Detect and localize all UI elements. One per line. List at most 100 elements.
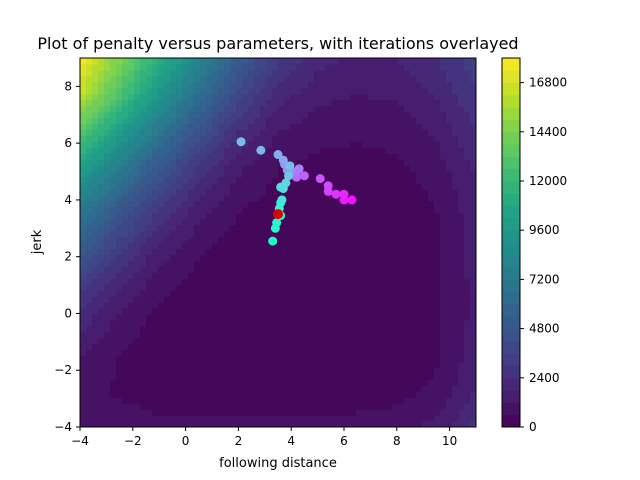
contour-cell	[170, 367, 177, 375]
contour-cell	[398, 302, 405, 309]
contour-cell	[410, 224, 417, 232]
contour-cell	[470, 135, 476, 142]
contour-cell	[380, 415, 387, 422]
contour-cell	[200, 81, 207, 89]
contour-cell	[164, 159, 171, 166]
contour-cell	[260, 230, 267, 238]
contour-cell	[86, 87, 93, 95]
contour-cell	[464, 349, 471, 357]
contour-cell	[422, 403, 429, 410]
contour-cell	[338, 177, 345, 184]
contour-cell	[326, 254, 333, 261]
contour-cell	[290, 403, 297, 410]
contour-cell	[302, 105, 309, 113]
contour-cell	[86, 188, 93, 196]
contour-cell	[404, 93, 411, 101]
contour-cell	[362, 171, 369, 178]
contour-cell	[80, 63, 87, 71]
contour-cell	[320, 111, 327, 119]
contour-cell	[422, 415, 429, 422]
contour-cell	[194, 409, 201, 416]
contour-cell	[386, 379, 393, 386]
contour-cell	[344, 69, 351, 77]
contour-cell	[446, 337, 453, 345]
contour-cell	[236, 331, 243, 339]
contour-cell	[236, 337, 243, 345]
contour-cell	[272, 75, 279, 83]
contour-cell	[464, 111, 471, 119]
contour-cell	[98, 177, 105, 184]
contour-cell	[212, 266, 219, 273]
contour-cell	[92, 373, 99, 380]
contour-cell	[224, 224, 231, 232]
contour-cell	[302, 93, 309, 101]
contour-cell	[392, 284, 399, 291]
contour-cell	[416, 361, 423, 369]
contour-cell	[350, 165, 357, 172]
contour-cell	[176, 159, 183, 166]
contour-cell	[410, 242, 417, 250]
contour-cell	[446, 236, 453, 244]
contour-cell	[434, 58, 441, 65]
contour-cell	[104, 337, 111, 345]
contour-cell	[386, 331, 393, 339]
contour-cell	[290, 200, 297, 208]
contour-cell	[296, 260, 303, 267]
contour-cell	[332, 123, 339, 131]
contour-cell	[170, 319, 177, 327]
contour-cell	[212, 153, 219, 160]
contour-cell	[230, 224, 237, 232]
contour-cell	[344, 159, 351, 166]
contour-cell	[122, 182, 129, 190]
contour-cell	[224, 319, 231, 327]
contour-cell	[290, 284, 297, 291]
contour-cell	[98, 129, 105, 136]
contour-cell	[344, 147, 351, 154]
contour-cell	[152, 129, 159, 136]
contour-cell	[416, 379, 423, 386]
contour-cell	[398, 361, 405, 369]
contour-cell	[386, 129, 393, 136]
contour-cell	[416, 302, 423, 309]
contour-cell	[296, 379, 303, 386]
contour-cell	[248, 367, 255, 375]
contour-cell	[206, 260, 213, 267]
contour-cell	[404, 373, 411, 380]
contour-cell	[392, 379, 399, 386]
contour-cell	[410, 206, 417, 214]
contour-cell	[128, 69, 135, 77]
contour-cell	[290, 87, 297, 95]
contour-cell	[272, 182, 279, 190]
contour-cell	[464, 141, 471, 148]
contour-cell	[374, 343, 381, 351]
contour-cell	[356, 355, 363, 363]
contour-cell	[248, 260, 255, 267]
contour-cell	[92, 260, 99, 267]
contour-cell	[434, 171, 441, 178]
contour-cell	[194, 111, 201, 119]
contour-cell	[236, 415, 243, 422]
contour-cell	[188, 218, 195, 226]
contour-cell	[272, 313, 279, 321]
contour-cell	[248, 99, 255, 107]
contour-cell	[200, 182, 207, 190]
contour-cell	[410, 99, 417, 107]
contour-cell	[110, 230, 117, 238]
contour-cell	[212, 200, 219, 208]
contour-cell	[434, 379, 441, 386]
contour-cell	[134, 69, 141, 77]
contour-cell	[296, 117, 303, 125]
contour-cell	[146, 254, 153, 261]
contour-cell	[416, 200, 423, 208]
contour-cell	[368, 75, 375, 83]
contour-cell	[200, 403, 207, 410]
contour-cell	[182, 284, 189, 291]
contour-cell	[272, 349, 279, 357]
contour-cell	[218, 99, 225, 107]
contour-cell	[410, 397, 417, 404]
contour-cell	[200, 307, 207, 315]
contour-cell	[344, 111, 351, 119]
contour-cell	[194, 171, 201, 178]
contour-cell	[170, 397, 177, 404]
contour-cell	[164, 123, 171, 131]
